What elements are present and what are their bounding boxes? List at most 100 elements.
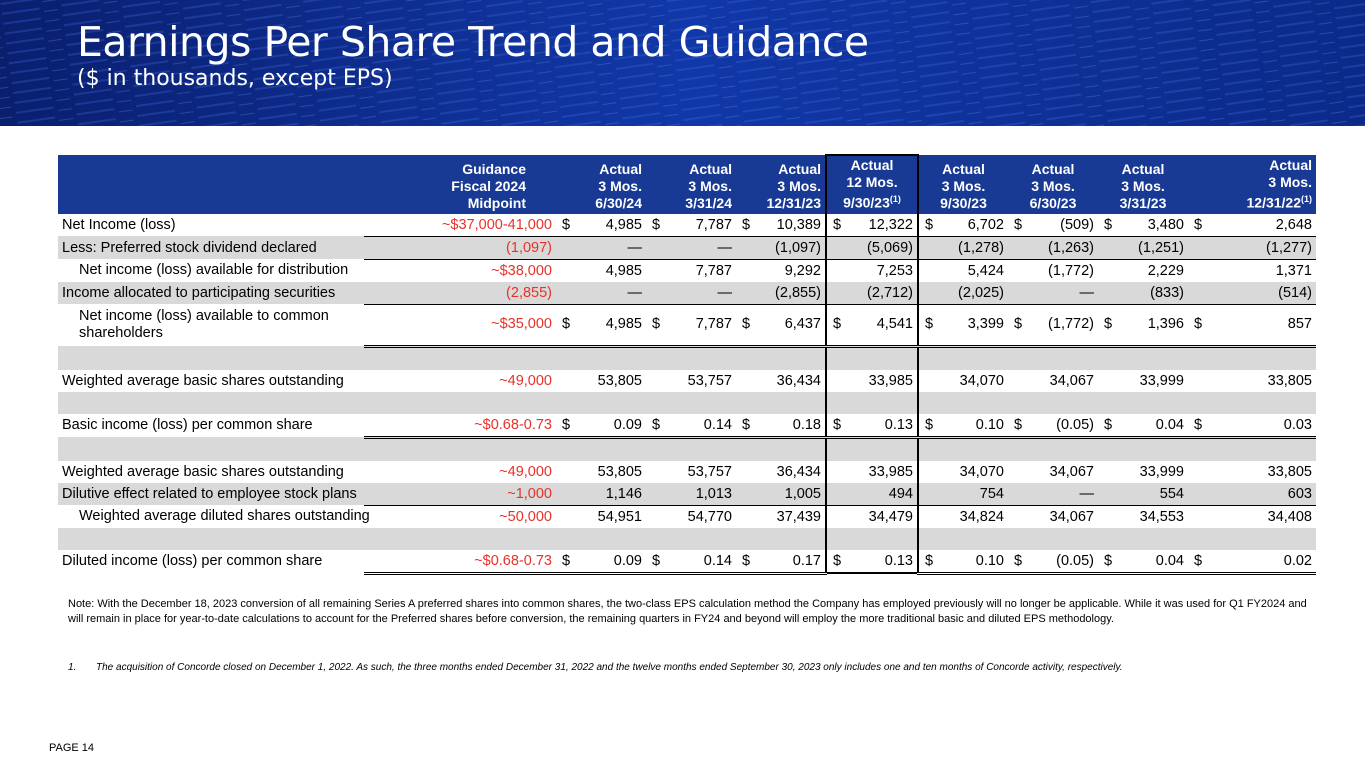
value-cell: $0.10 [918,413,1008,439]
value-cell: 34,408 [1188,505,1316,528]
value-cell: 34,070 [918,370,1008,392]
column-header-line: 3 Mos. [1188,174,1312,191]
row-label: Basic income (loss) per common share [62,417,313,434]
dollar-sign: $ [1014,216,1023,233]
table-row: Net income (loss) available to common sha… [58,304,1316,348]
value-cell: $0.14 [646,549,736,575]
dollar-sign: $ [742,216,751,233]
guidance-value: ~$35,000 [364,304,556,348]
spacer-cell [736,527,826,550]
value-cell: $0.17 [736,549,826,575]
dollar-sign: $ [1194,416,1203,433]
eps-table: Guidance Fiscal 2024 Midpoint Actual 3 Mos.… [58,154,1316,575]
cell-value: (2,855) [775,284,821,301]
cell-value: 7,253 [876,262,913,279]
cell-value: 0.04 [1155,416,1184,433]
cell-value: 0.10 [975,552,1004,569]
value-cell: 603 [1188,482,1316,506]
column-header-line: Actual [1008,161,1098,178]
cell-value: 754 [979,485,1004,502]
spacer-cell [58,391,364,414]
spacer-cell [556,346,646,370]
cell-value: 494 [888,485,913,502]
cell-value: 53,757 [687,463,732,480]
cell-value: 0.04 [1155,552,1184,569]
table-row: Less: Preferred stock dividend declared(… [58,236,1316,260]
dollar-sign: $ [1194,216,1203,233]
spacer-cell [918,527,1008,550]
cell-value: 4,541 [876,316,913,333]
cell-value: 1,371 [1275,262,1312,279]
column-header-line: 3/31/24 [646,195,732,212]
guidance-value: ~$0.68-0.73 [364,549,556,575]
row-label: Dilutive effect related to employee stoc… [58,482,364,506]
column-header-line: 9/30/23 [919,195,1008,212]
row-label: Diluted income (loss) per common share [62,553,323,570]
value-cell: 7,253 [825,259,919,282]
cell-value: 0.13 [884,416,913,433]
spacer-cell [58,437,364,461]
cell-value: (514) [1278,284,1312,301]
column-header: Actual 3 Mos. 9/30/23 [918,155,1008,214]
value-cell: 494 [825,482,919,506]
value-cell: $12,322 [825,213,919,237]
column-header-text: 12 Mos. [846,174,898,190]
column-header-text: 3 Mos. [688,177,732,194]
column-header-text: 6/30/23 [1029,194,1077,211]
cell-value: (1,278) [958,239,1004,256]
column-header-text: Actual [1269,157,1312,173]
cell-value: 12,322 [868,216,913,233]
spacer-row [58,527,1316,550]
column-header-line: 3 Mos. [1098,178,1188,195]
column-header: Actual 3 Mos. 12/31/23 [736,155,826,214]
value-cell: (514) [1188,281,1316,305]
cell-value: 1,005 [784,485,821,502]
row-label: Net Income (loss) [62,216,176,233]
spacer-cell [1098,527,1188,550]
cell-value: 7,787 [695,262,732,279]
value-cell: $0.04 [1098,549,1188,575]
spacer-cell [364,527,556,550]
banner-background [0,0,1365,126]
column-header-line: Midpoint [364,195,526,212]
column-header-line: 3 Mos. [646,178,732,195]
value-cell: 754 [918,482,1008,506]
cell-value: 54,770 [687,508,732,525]
methodology-note: Note: With the December 18, 2023 convers… [68,598,1307,625]
value-cell: (2,025) [918,281,1008,305]
row-label-line: shareholders [79,325,163,342]
dollar-sign: $ [925,416,934,433]
dollar-sign: $ [1014,552,1023,569]
value-cell: 34,479 [825,505,919,528]
cell-value: 3,480 [1147,216,1184,233]
cell-value: 1,396 [1147,316,1184,333]
column-header-line: 9/30/23(1) [827,191,917,212]
guidance-value: ~49,000 [499,372,552,389]
guidance-value: ~$37,000-41,000 [364,213,556,237]
column-header-line: Actual [827,157,917,174]
value-cell: $10,389 [736,213,826,237]
cell-value: 4,985 [605,262,642,279]
column-header-line: Guidance [364,161,526,178]
row-label: Net income (loss) available to common sha… [58,304,364,346]
dollar-sign: $ [925,316,934,333]
value-cell: $6,702 [918,213,1008,237]
cell-value: 2,229 [1147,262,1184,279]
column-header-text: 9/30/23 [843,194,890,211]
value-cell: $7,787 [646,213,736,237]
value-cell: (5,069) [825,236,919,260]
footnote-text: The acquisition of Concorde closed on De… [96,662,1123,673]
column-header-text: 3 Mos. [1031,177,1075,194]
column-header-text: 6/30/24 [595,194,642,211]
value-cell: 34,553 [1098,505,1188,528]
column-header-line: Actual [1098,161,1188,178]
value-cell: $857 [1188,304,1316,348]
guidance-value: (2,855) [364,281,556,305]
table-row: Diluted income (loss) per common share ~$… [58,549,1316,575]
column-header-line: Actual [646,161,732,178]
cell-value: — [717,284,733,301]
cell-value: 9,292 [784,262,821,279]
column-header-text: Actual [1031,160,1075,177]
cell-value: 10,389 [776,216,821,233]
dollar-sign: $ [1014,416,1023,433]
